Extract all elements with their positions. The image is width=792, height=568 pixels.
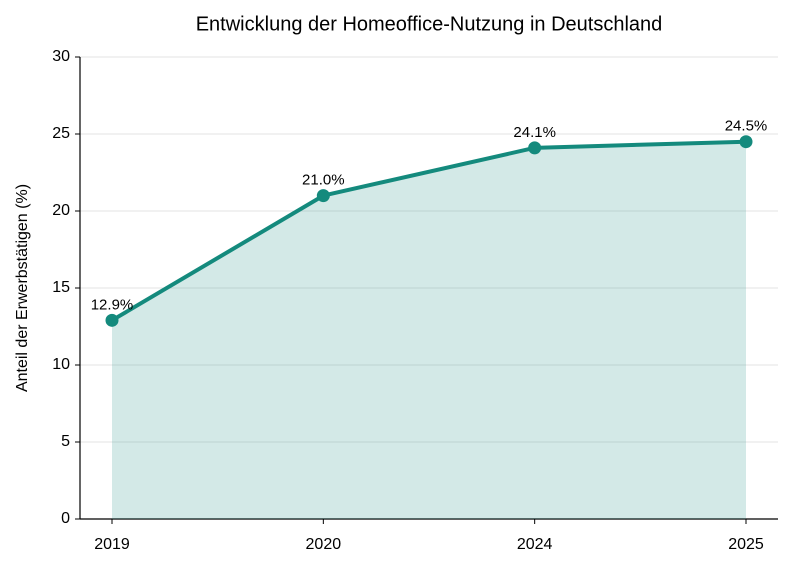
y-tick-label: 5 <box>61 433 70 450</box>
point <box>739 135 753 149</box>
y-tick-label: 30 <box>52 48 70 65</box>
chart-title: Entwicklung der Homeoffice-Nutzung in De… <box>196 13 663 35</box>
line <box>110 139 747 323</box>
area <box>112 141 746 519</box>
value-label: 24.1% <box>513 124 556 141</box>
y-tick-label: 0 <box>61 510 70 527</box>
y-tick-label: 15 <box>52 279 70 296</box>
y-axis-label: Anteil der Erwerbstätigen (%) <box>14 184 31 392</box>
y-tick-label: 25 <box>52 125 70 142</box>
y-tick-label: 20 <box>52 202 70 219</box>
x-tick-label: 2020 <box>306 536 342 553</box>
point <box>316 189 330 203</box>
value-label: 21.0% <box>302 172 345 189</box>
value-label: 12.9% <box>91 296 134 313</box>
x-tick-label: 2024 <box>517 536 553 553</box>
point <box>105 313 119 327</box>
x-tick-label: 2019 <box>94 536 130 553</box>
value-label: 24.5% <box>725 118 768 135</box>
y-tick-label: 10 <box>52 356 70 373</box>
point <box>528 141 542 155</box>
x-tick-label: 2025 <box>728 536 764 553</box>
